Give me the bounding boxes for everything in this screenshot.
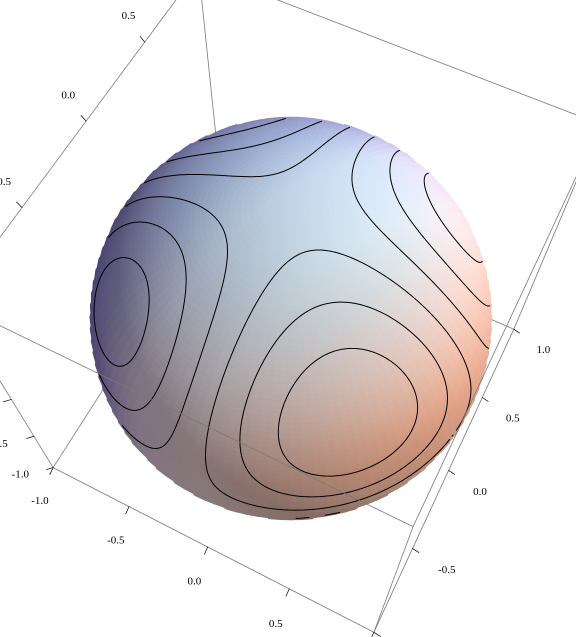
plot-container — [0, 0, 576, 637]
plot-canvas — [0, 0, 576, 637]
